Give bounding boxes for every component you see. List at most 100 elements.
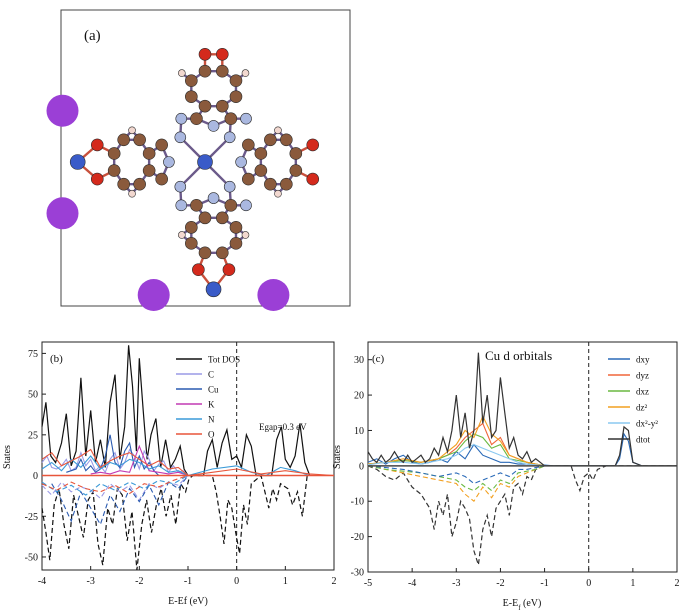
y-tick-label: 30 — [354, 355, 364, 366]
x-tick-label: -1 — [540, 578, 548, 589]
atom-c — [107, 147, 121, 160]
legend-label: K — [208, 400, 215, 410]
legend-label: Cu — [208, 385, 219, 395]
series-line — [367, 465, 545, 492]
series-line — [51, 475, 189, 526]
atom-c — [224, 112, 238, 125]
series-line — [367, 414, 545, 467]
atom-cu — [197, 154, 213, 170]
x-tick-label: 2 — [675, 578, 680, 589]
x-tick-label: -2 — [496, 578, 504, 589]
series-line — [367, 352, 677, 467]
y-tick-label: -25 — [25, 512, 38, 523]
atom-c — [133, 133, 146, 147]
atom-c — [190, 199, 203, 212]
series-line — [367, 465, 677, 566]
x-tick-label: -1 — [184, 576, 192, 587]
atom-h — [178, 231, 186, 239]
structure-panel: (a) — [46, 9, 351, 311]
atom-c — [289, 164, 303, 177]
atom-k — [257, 279, 290, 311]
chart-c-xlabel: E-Ef (eV) — [503, 598, 542, 612]
chart-b-ylabel: States — [2, 445, 13, 469]
legend-label: Tot DOS — [208, 355, 240, 365]
atom-n — [207, 192, 220, 204]
atom-n — [175, 112, 188, 125]
panel-label-c: (c) — [372, 353, 385, 365]
x-tick-label: -3 — [452, 578, 460, 589]
series-line — [66, 434, 160, 476]
atom-n — [163, 156, 175, 168]
x-tick-label: -3 — [86, 576, 94, 587]
chart-c-title: Cu d orbitals — [485, 348, 552, 363]
atom-h — [241, 69, 250, 77]
atom-c — [155, 138, 168, 152]
legend-label: C — [208, 370, 214, 380]
panel-label-b: (b) — [50, 353, 63, 365]
chart-b-series — [41, 345, 335, 571]
legend-label: dxy — [636, 355, 650, 365]
atom-c — [142, 147, 156, 160]
y-tick-label: 0 — [359, 461, 364, 472]
chart-c-series — [367, 352, 677, 566]
atom-c — [229, 74, 243, 87]
x-tick-label: 0 — [586, 578, 591, 589]
series-line — [41, 474, 308, 571]
chart-b-legend: Tot DOS C Cu KNO — [176, 355, 240, 440]
atom-c — [117, 133, 130, 147]
atom-c — [280, 133, 293, 147]
atom-c — [215, 246, 229, 260]
legend-label: N — [208, 415, 215, 425]
y-tick-label: 20 — [354, 391, 364, 402]
legend-label: dtot — [636, 435, 651, 445]
atom-c — [185, 74, 198, 87]
x-tick-label: 2 — [332, 576, 337, 587]
legend-label: dx²-y² — [636, 419, 658, 429]
atom-k — [46, 94, 79, 127]
y-tick-label: -20 — [351, 532, 364, 543]
atom-n — [223, 131, 236, 144]
y-tick-label: 75 — [28, 349, 38, 360]
series-line — [367, 465, 545, 503]
atom-h — [241, 231, 250, 239]
atom-c — [198, 64, 212, 78]
atom-o — [306, 172, 320, 186]
atom-c — [229, 237, 243, 250]
atom-c — [264, 177, 277, 191]
atom-c — [215, 99, 229, 113]
y-tick-label: 50 — [28, 390, 38, 401]
atom-c — [289, 147, 303, 160]
atom-k — [46, 197, 79, 230]
series-line — [90, 444, 189, 477]
legend-label: dyz — [636, 371, 649, 381]
egap-annotation: Egap=0.3 eV — [259, 422, 307, 432]
atom-h — [274, 126, 282, 135]
atom-c — [229, 221, 243, 234]
atom-c — [198, 211, 212, 225]
atom-n — [240, 112, 252, 125]
x-tick-label: -4 — [408, 578, 416, 589]
atom-c — [264, 133, 277, 147]
x-tick-label: -5 — [364, 578, 372, 589]
atom-h — [128, 126, 136, 135]
chart-c-legend: dxy dyz dxz dz² dx²-y² dtot — [608, 355, 658, 445]
atom-o — [215, 47, 229, 61]
atom-n — [207, 120, 220, 132]
atom-c — [133, 177, 146, 191]
y-tick-label: -10 — [351, 497, 364, 508]
y-tick-label: 0 — [33, 471, 38, 482]
atom-c — [107, 164, 121, 177]
atom-n — [223, 180, 236, 193]
x-tick-label: 1 — [283, 576, 288, 587]
atom-n — [174, 180, 187, 193]
atom-c — [254, 164, 268, 177]
atom-c — [117, 177, 130, 191]
atom-n — [175, 199, 188, 212]
atom-c — [229, 90, 243, 103]
atom-c — [280, 177, 293, 191]
series-line — [41, 448, 189, 476]
atom-n — [174, 131, 187, 144]
atom-c — [254, 147, 268, 160]
